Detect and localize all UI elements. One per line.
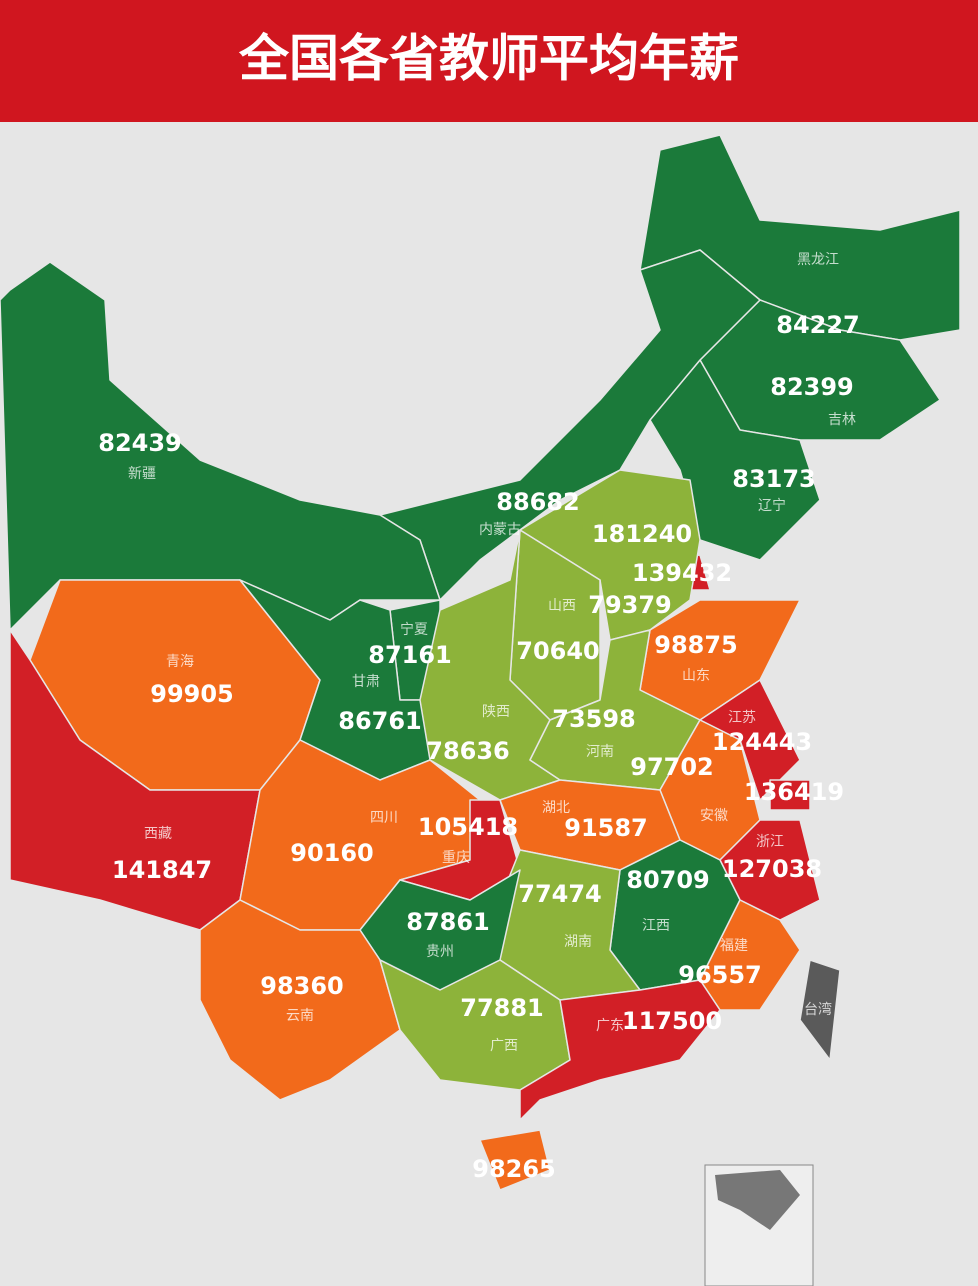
region-name: 内蒙古	[479, 522, 521, 538]
region-name: 宁夏	[400, 621, 428, 638]
region-value: 90160	[290, 839, 374, 867]
region-value: 87161	[368, 641, 452, 669]
region-name: 辽宁	[758, 497, 786, 514]
region-name: 江西	[642, 918, 670, 934]
region-name: 新疆	[128, 466, 156, 482]
region-name: 贵州	[426, 944, 454, 960]
region-name: 重庆	[442, 850, 470, 866]
title-bar	[0, 0, 978, 122]
region-name: 四川	[370, 810, 398, 826]
region-name: 山东	[682, 668, 710, 684]
region	[799, 959, 841, 1061]
region-value: 97702	[630, 753, 714, 781]
region-name: 湖南	[564, 934, 592, 950]
region-value: 136419	[744, 778, 844, 806]
region-value: 127038	[722, 855, 822, 883]
region-name: 云南	[286, 1008, 314, 1024]
map: 黑龙江 84227 吉林 82399 辽宁 83173 内蒙古 88682 新疆 82439 181…	[0, 134, 961, 1191]
region-name: 福建	[720, 938, 748, 954]
region-name: 山西	[548, 598, 576, 614]
region-value: 105418	[418, 813, 518, 841]
region-value: 87861	[406, 908, 490, 936]
region	[519, 469, 701, 641]
region	[379, 249, 761, 601]
region-name: 安徽	[700, 808, 728, 824]
region-value: 73598	[552, 705, 636, 733]
region-value: 124443	[712, 728, 812, 756]
region-value: 86761	[338, 707, 422, 735]
region-value: 99905	[150, 680, 234, 708]
region-name: 甘肃	[352, 674, 380, 690]
region-value: 82399	[770, 373, 854, 401]
region-value: 98360	[260, 972, 344, 1000]
region-value: 117500	[622, 1007, 722, 1035]
region-value: 83173	[732, 465, 816, 493]
region-name: 湖北	[542, 800, 570, 816]
region-value: 98875	[654, 631, 738, 659]
region-name: 黑龙江	[797, 252, 839, 268]
region-value: 82439	[98, 429, 182, 457]
region-value: 84227	[776, 311, 860, 339]
region-value: 80709	[626, 866, 710, 894]
region-name: 河南	[586, 744, 614, 760]
region	[769, 779, 811, 811]
region-name: 广东	[596, 1018, 624, 1034]
inset-land	[715, 1170, 800, 1230]
region-value: 88682	[496, 488, 580, 516]
region-value: 77881	[460, 994, 544, 1022]
region-value: 96557	[678, 961, 762, 989]
title: 全国各省教师平均年薪	[238, 30, 739, 88]
region-name: 广西	[490, 1038, 518, 1054]
region-value: 181240	[592, 520, 692, 548]
region-name: 陕西	[482, 704, 510, 720]
region	[529, 629, 701, 791]
region-name: 吉林	[828, 412, 856, 428]
region-value: 79379	[588, 591, 672, 619]
region	[479, 1129, 551, 1191]
region-value: 139432	[632, 559, 732, 587]
region-name: 江苏	[728, 710, 756, 726]
region-name: 青海	[166, 654, 194, 670]
region-value: 98265	[472, 1155, 556, 1183]
region-value: 77474	[518, 880, 602, 908]
region	[519, 979, 721, 1121]
region-value: 141847	[112, 856, 212, 884]
region-value: 78636	[426, 737, 510, 765]
region	[0, 261, 441, 631]
region-value: 91587	[564, 814, 648, 842]
region-name: 浙江	[756, 834, 784, 850]
region-name: 西藏	[144, 826, 172, 842]
region-name: 台湾	[804, 1001, 832, 1018]
region-value: 70640	[516, 637, 600, 665]
